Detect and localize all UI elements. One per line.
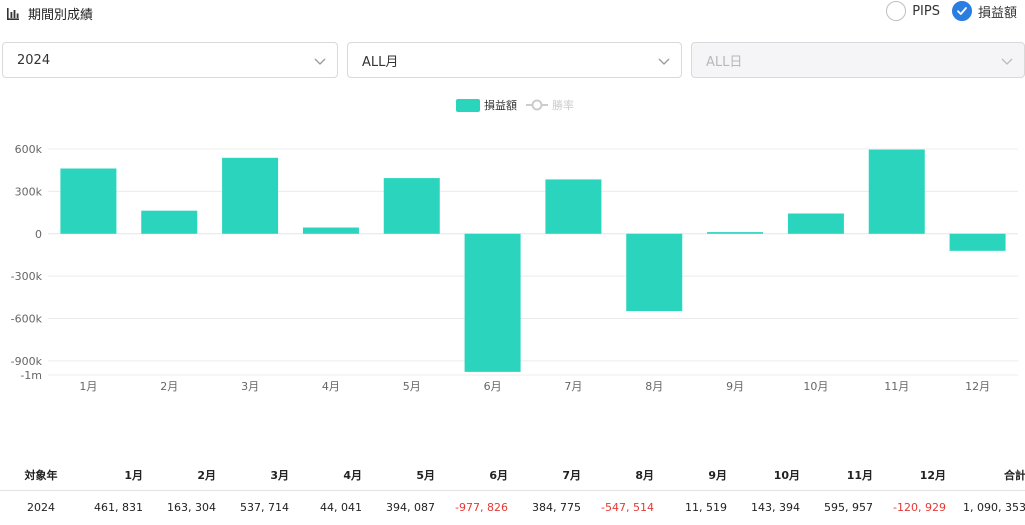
table-cell: -547, 514 xyxy=(601,500,654,514)
chevron-down-icon xyxy=(1001,58,1013,65)
profit-label: 損益額 xyxy=(977,5,1017,21)
bar xyxy=(545,179,602,234)
table-header-cell: 4月 xyxy=(297,460,370,491)
y-tick-label: -300k xyxy=(11,270,43,283)
month-select-value: ALL月 xyxy=(362,54,399,70)
chart-svg: 損益額 勝率 600k 300k 0 -300k -600k -900k-1m 1月 2月 3月 4月… xyxy=(11,98,1018,393)
legend-marker-winrate xyxy=(531,99,543,111)
table-header-cell: 対象年 xyxy=(0,460,82,491)
table-header-cell: 5月 xyxy=(370,460,443,491)
year-select-value: 2024 xyxy=(17,52,51,68)
table-cell: 11, 519 xyxy=(685,500,727,514)
x-tick-label: 2月 xyxy=(160,380,178,393)
table-cell: 461, 831 xyxy=(94,500,143,514)
table-cell: 44, 041 xyxy=(320,500,362,514)
profit-option[interactable]: 損益額 xyxy=(951,1,1017,21)
y-tick-label: -900k xyxy=(11,355,43,368)
table-cell: 1, 090, 353 xyxy=(963,500,1025,514)
legend-swatch-profit xyxy=(456,99,480,112)
table-cell: -120, 929 xyxy=(893,500,946,514)
table-cell: 537, 714 xyxy=(240,500,289,514)
table-header-cell: 10月 xyxy=(735,460,808,491)
table-header-cell: 3月 xyxy=(224,460,297,491)
x-tick-label: 7月 xyxy=(564,380,582,393)
title-group: 期間別成績 xyxy=(6,4,93,23)
table-cell: 394, 087 xyxy=(386,500,435,514)
x-tick-label: 8月 xyxy=(645,380,663,393)
pips-label: PIPS xyxy=(912,3,940,19)
table-header-cell: 合計 xyxy=(954,460,1025,491)
day-select-value: ALL日 xyxy=(706,54,743,70)
y-tick-label: 300k xyxy=(15,185,43,198)
x-tick-label: 6月 xyxy=(484,380,502,393)
bar xyxy=(868,149,925,234)
y-tick-label: -600k xyxy=(11,313,43,326)
x-tick-label: 12月 xyxy=(965,380,990,393)
year-select[interactable]: 2024 xyxy=(2,42,338,78)
results-table: 対象年 1月 2月 3月 4月 5月 6月 7月 8月 9月 10月 11月 12月 合計 2024 461… xyxy=(0,460,1025,524)
pips-option[interactable]: PIPS xyxy=(886,1,940,21)
x-tick-label: 10月 xyxy=(803,380,828,393)
table-header-cell: 8月 xyxy=(589,460,662,491)
y-tick-label: -1m xyxy=(20,369,42,382)
x-tick-label: 5月 xyxy=(403,380,421,393)
table-header-cell: 2月 xyxy=(151,460,224,491)
profit-radio[interactable] xyxy=(951,1,972,21)
table-cell: -977, 826 xyxy=(455,500,508,514)
legend-label-profit: 損益額 xyxy=(484,98,517,112)
table-header-cell: 7月 xyxy=(516,460,589,491)
table-header-row: 対象年 1月 2月 3月 4月 5月 6月 7月 8月 9月 10月 11月 12月 合計 xyxy=(0,460,1025,491)
x-tick-label: 3月 xyxy=(241,380,259,393)
bar xyxy=(141,210,198,234)
day-select[interactable]: ALL日 xyxy=(691,42,1025,78)
chevron-down-icon xyxy=(314,58,326,65)
month-select[interactable]: ALL月 xyxy=(347,42,682,78)
check-icon xyxy=(957,7,967,15)
chevron-down-icon xyxy=(658,58,670,65)
table-cell: 143, 394 xyxy=(751,500,800,514)
header: 期間別成績 PIPS 損益額 xyxy=(0,0,1025,26)
page-title: 期間別成績 xyxy=(28,8,94,23)
table-cell: 595, 957 xyxy=(824,500,873,514)
table-header-cell: 12月 xyxy=(881,460,954,491)
bar xyxy=(787,213,844,234)
bar xyxy=(383,178,440,234)
results-table-wrap: 対象年 1月 2月 3月 4月 5月 6月 7月 8月 9月 10月 11月 12月 合計 2024 461… xyxy=(0,460,1025,524)
value-type-toggle: PIPS 損益額 xyxy=(874,1,1017,21)
pips-radio[interactable] xyxy=(886,1,907,21)
x-tick-label: 9月 xyxy=(726,380,744,393)
bar-chart-icon xyxy=(7,7,19,20)
table-row: 2024 461, 831 163, 304 537, 714 44, 041 394, … xyxy=(0,490,1025,524)
bar xyxy=(707,232,764,234)
y-tick-label: 0 xyxy=(35,228,42,241)
table-cell: 2024 xyxy=(27,500,55,514)
table-cell: 163, 304 xyxy=(167,500,216,514)
bar xyxy=(222,157,279,234)
bar xyxy=(464,233,521,372)
table-header-cell: 1月 xyxy=(82,460,151,491)
profit-chart: 損益額 勝率 600k 300k 0 -300k -600k -900k -1m 1月 2月 3月 4月… xyxy=(0,90,1025,400)
x-tick-label: 4月 xyxy=(322,380,340,393)
table-header-cell: 6月 xyxy=(443,460,516,491)
bar xyxy=(60,168,117,234)
legend-label-winrate: 勝率 xyxy=(552,98,574,112)
table-header-cell: 9月 xyxy=(662,460,735,491)
table-body: 2024 461, 831 163, 304 537, 714 44, 041 394, … xyxy=(0,490,1025,524)
x-tick-label: 11月 xyxy=(884,380,909,393)
table-header-cell: 11月 xyxy=(808,460,881,491)
bar xyxy=(626,233,683,312)
bar xyxy=(302,227,359,234)
table-cell: 384, 775 xyxy=(532,500,581,514)
x-tick-label: 1月 xyxy=(79,380,97,393)
y-tick-label: 600k xyxy=(15,143,43,156)
bar xyxy=(949,233,1006,251)
